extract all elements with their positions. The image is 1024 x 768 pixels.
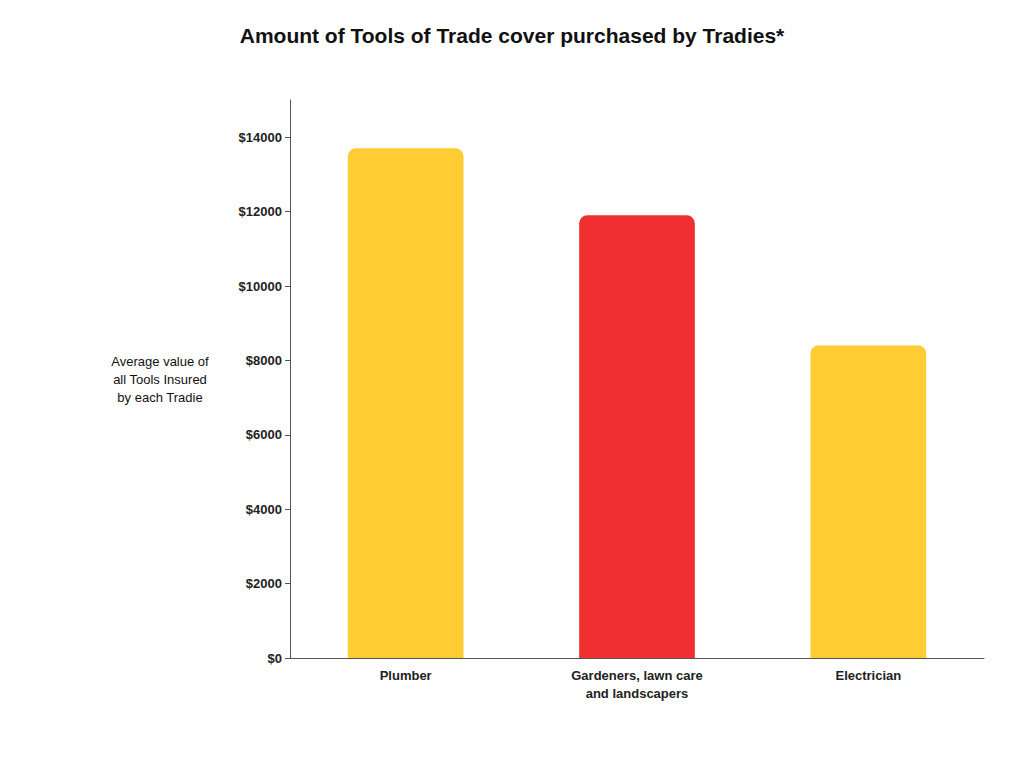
- svg-text:by each Tradie: by each Tradie: [117, 390, 202, 405]
- svg-text:Plumber: Plumber: [380, 668, 432, 683]
- svg-text:$4000: $4000: [246, 502, 282, 517]
- svg-text:Gardeners, lawn care: Gardeners, lawn care: [571, 668, 703, 683]
- svg-text:and landscapers: and landscapers: [586, 686, 689, 701]
- svg-text:Average value of: Average value of: [111, 354, 209, 369]
- svg-text:$0: $0: [268, 651, 282, 666]
- svg-text:Electrician: Electrician: [835, 668, 901, 683]
- svg-text:$2000: $2000: [246, 576, 282, 591]
- svg-text:$12000: $12000: [239, 204, 282, 219]
- svg-text:$6000: $6000: [246, 427, 282, 442]
- svg-text:all Tools Insured: all Tools Insured: [113, 372, 207, 387]
- svg-text:$10000: $10000: [239, 279, 282, 294]
- svg-text:$14000: $14000: [239, 130, 282, 145]
- svg-text:Amount of Tools of Trade cover: Amount of Tools of Trade cover purchased…: [240, 24, 785, 47]
- svg-text:$8000: $8000: [246, 353, 282, 368]
